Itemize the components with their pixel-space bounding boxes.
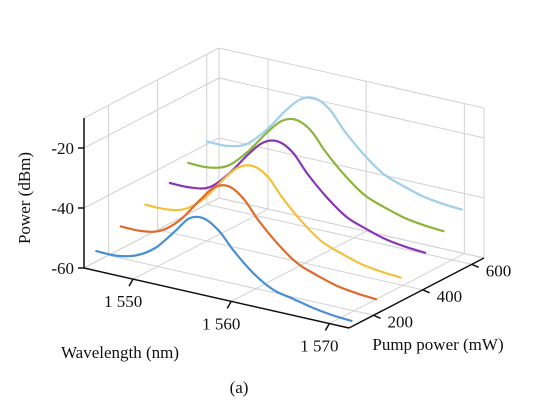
- x-tick-mark: [324, 323, 331, 331]
- series-line: [168, 139, 427, 254]
- grid-line: [206, 203, 472, 265]
- y-tick-label: 600: [486, 261, 512, 280]
- y-axis-line: [348, 257, 485, 329]
- z-tick-label: -40: [51, 199, 74, 218]
- y-tick-label: 400: [437, 287, 463, 306]
- z-axis-title: Power (dBm): [15, 152, 34, 244]
- grid-line: [83, 77, 220, 149]
- grid-line: [132, 208, 269, 280]
- grid-line: [83, 47, 220, 119]
- series-line: [119, 184, 378, 301]
- grid-layer: [83, 47, 485, 324]
- y-tick-label: 200: [388, 312, 414, 331]
- grid-line: [329, 253, 465, 324]
- figure-caption: (a): [230, 378, 249, 397]
- y-tick-mark: [422, 289, 430, 294]
- x-tick-mark: [128, 278, 134, 287]
- axes-layer: [78, 118, 485, 331]
- grid-line: [83, 137, 220, 209]
- z-tick-label: -20: [51, 139, 74, 158]
- grid-line: [83, 197, 220, 269]
- x-tick-mark: [226, 300, 232, 309]
- x-axis-title: Wavelength (nm): [61, 343, 179, 362]
- y-tick-mark: [373, 314, 381, 319]
- series-line: [205, 96, 463, 211]
- x-axis-line: [83, 267, 350, 329]
- x-tick-label: 1 560: [202, 314, 240, 333]
- series-layer: [95, 96, 463, 322]
- z-tick-label: -60: [51, 259, 74, 278]
- x-tick-label: 1 550: [104, 292, 142, 311]
- grid-line: [218, 77, 485, 139]
- y-axis-title: Pump power (mW): [372, 335, 503, 354]
- grid-line: [218, 47, 485, 109]
- grid-line: [218, 137, 485, 199]
- grid-line: [230, 230, 367, 302]
- series-line: [144, 164, 402, 279]
- x-tick-label: 1 570: [300, 337, 338, 356]
- tick-layer: -20 -40 -60 1 550 1 560 1 570 200 400 600: [51, 139, 511, 356]
- grid-line: [157, 229, 423, 291]
- series-line: [95, 215, 353, 322]
- y-tick-mark: [471, 263, 480, 269]
- grid-line: [218, 197, 485, 259]
- grid-line: [108, 254, 374, 316]
- series-line: [187, 117, 445, 233]
